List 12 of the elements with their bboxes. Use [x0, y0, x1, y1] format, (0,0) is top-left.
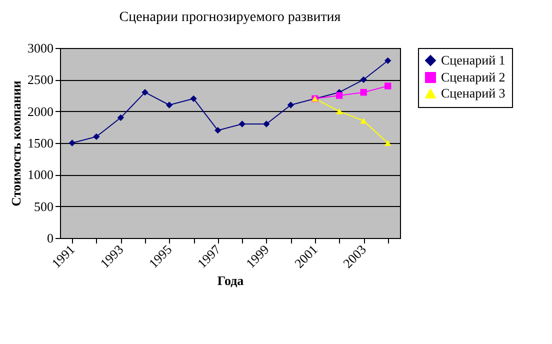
y-tick-label: 3000 — [28, 40, 54, 56]
y-tick-label: 2000 — [28, 104, 54, 119]
y-tick-label: 1500 — [28, 136, 54, 150]
legend-label: Сценарий 2 — [441, 70, 506, 84]
legend-label: Сценарий 3 — [441, 86, 506, 100]
y-tick-label: 2500 — [28, 72, 54, 88]
y-tick-label: 1000 — [28, 167, 54, 182]
chart-title: Сценарии прогнозируемого развития — [119, 10, 342, 25]
x-axis-title: Года — [217, 272, 244, 288]
y-axis-title: Стоимость компании — [8, 80, 24, 206]
legend-label: Сценарий 1 — [441, 52, 506, 68]
y-tick-label: 500 — [34, 198, 54, 214]
